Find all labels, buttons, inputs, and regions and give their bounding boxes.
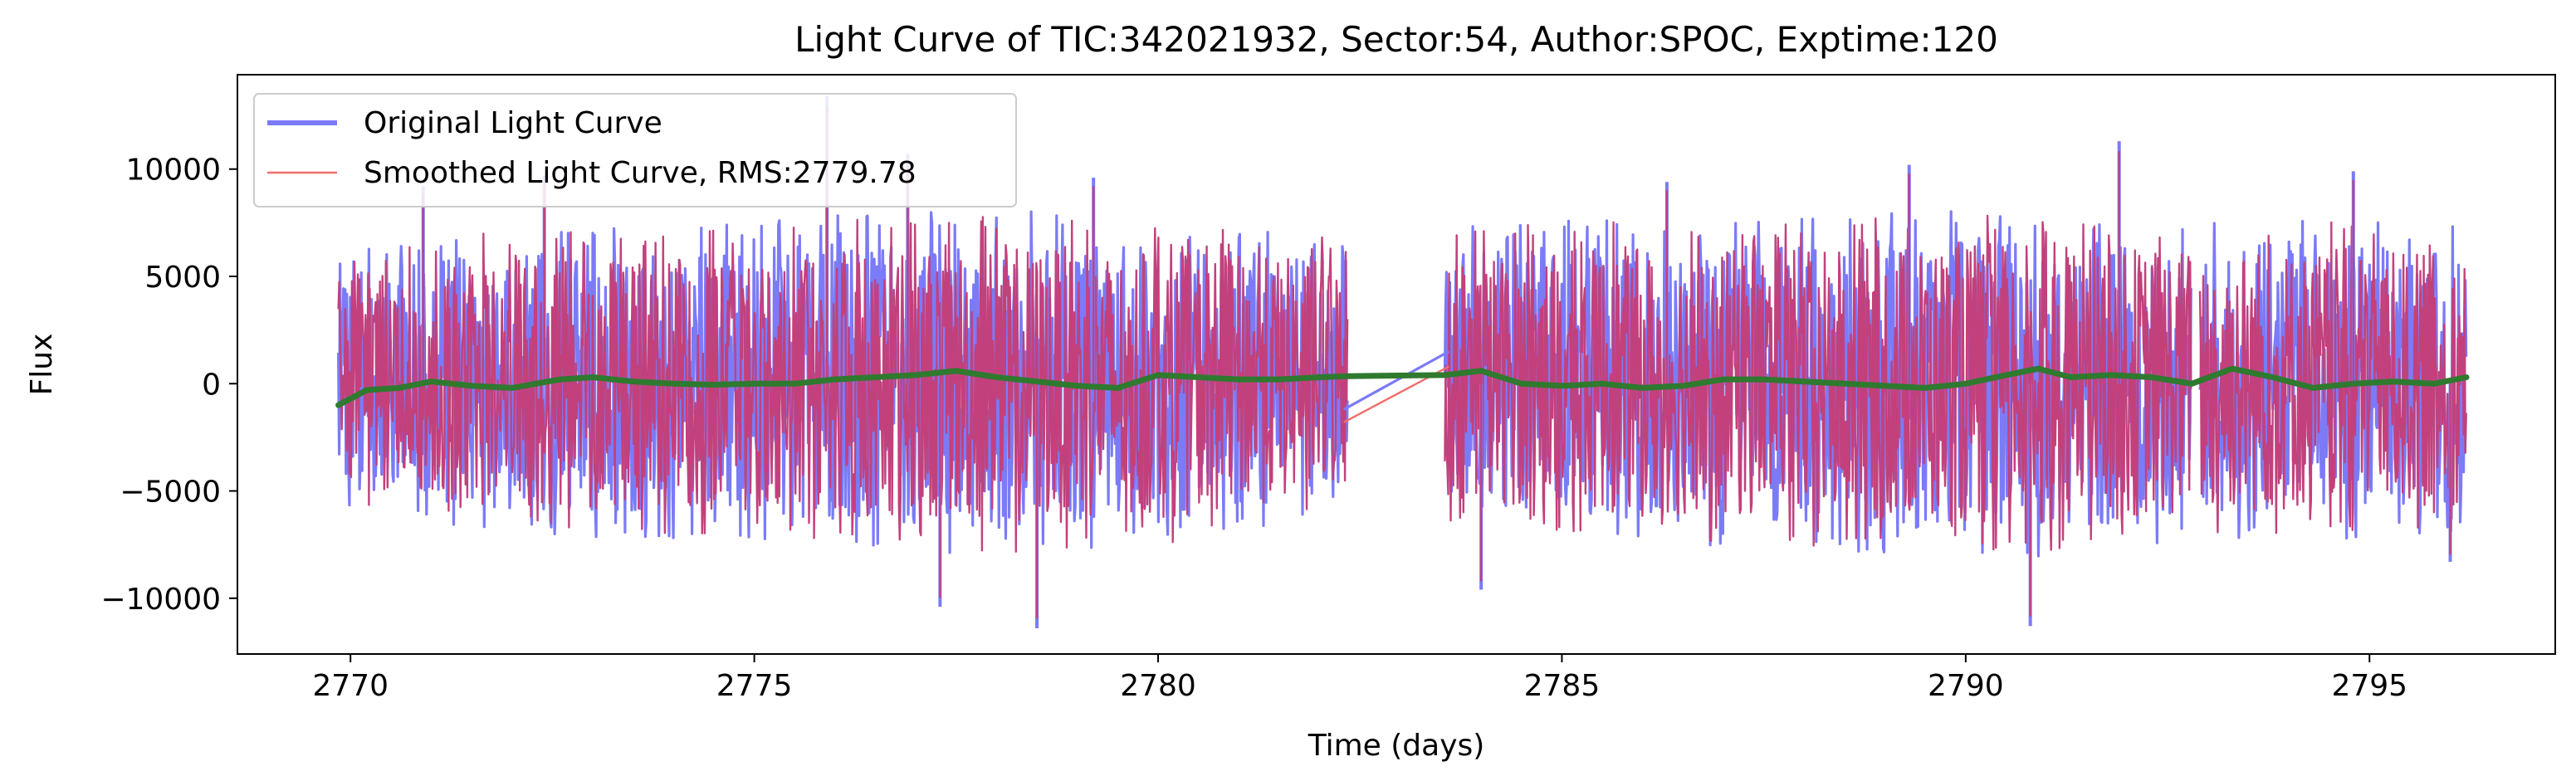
x-axis: 2770 2775 2780 2785 2790 2795 xyxy=(312,654,2407,703)
x-tick-label: 2770 xyxy=(312,669,389,703)
legend-label-original: Original Light Curve xyxy=(364,106,662,140)
x-tick-label: 2785 xyxy=(1524,669,1601,703)
x-tick-label: 2780 xyxy=(1120,669,1196,703)
y-tick-label: −5000 xyxy=(120,476,221,510)
x-axis-label: Time (days) xyxy=(1308,729,1485,763)
plot-frame xyxy=(237,74,2556,655)
y-tick-label: 5000 xyxy=(144,261,221,295)
x-tick-label: 2795 xyxy=(2331,669,2407,703)
y-axis: −10000 −5000 0 5000 10000 xyxy=(100,154,237,617)
chart-title: Light Curve of TIC:342021932, Sector:54,… xyxy=(794,19,1998,60)
x-tick-label: 2790 xyxy=(1928,669,2004,703)
x-tick-label: 2775 xyxy=(716,669,793,703)
series-smoothed-light-curve xyxy=(337,214,2467,553)
series-trend-line xyxy=(335,365,2470,408)
y-tick-label: −10000 xyxy=(100,583,221,617)
original-gap-bridge xyxy=(1342,350,1450,411)
legend-label-smoothed: Smoothed Light Curve, RMS:2779.78 xyxy=(364,156,917,190)
y-axis-label: Flux xyxy=(25,334,59,396)
y-tick-label: 10000 xyxy=(125,154,221,188)
legend: Original Light Curve Smoothed Light Curv… xyxy=(253,93,1017,207)
y-tick-label: 0 xyxy=(202,368,221,402)
legend-box xyxy=(253,93,1017,207)
